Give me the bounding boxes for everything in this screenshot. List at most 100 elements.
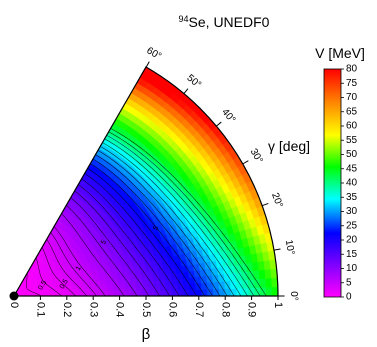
beta-tick-label: 0.6 bbox=[166, 302, 178, 317]
heatmap-cell bbox=[153, 280, 161, 287]
beta-tick-label: 0.9 bbox=[246, 302, 258, 317]
heatmap-cell bbox=[183, 283, 191, 291]
colorbar-tick-label: 80 bbox=[346, 64, 358, 75]
contour-label: 1 bbox=[75, 265, 83, 272]
heatmap-cell bbox=[177, 289, 185, 296]
heatmap-cell bbox=[177, 283, 185, 291]
heatmap-cell bbox=[253, 278, 261, 288]
contour-line bbox=[102, 142, 242, 296]
heatmap-cell bbox=[206, 281, 214, 290]
colorbar-tick-label: 30 bbox=[346, 206, 358, 217]
gamma-tick bbox=[183, 88, 189, 95]
heatmap-cell bbox=[136, 291, 144, 296]
gamma-tick-label: 0° bbox=[288, 291, 299, 301]
contour-line bbox=[41, 247, 76, 296]
gamma-tick bbox=[242, 160, 249, 165]
contour-line bbox=[50, 232, 97, 296]
contour-label-group: 0.5 0.5 1 5 5 bbox=[37, 225, 160, 292]
colorbar-tick-label: 0 bbox=[346, 292, 352, 303]
minimum-marker bbox=[9, 291, 19, 301]
colorbar-tick-label: 40 bbox=[346, 178, 358, 189]
contour-line bbox=[110, 128, 267, 296]
gamma-tick-label: 50° bbox=[184, 73, 203, 91]
contour-line bbox=[70, 197, 150, 296]
colorbar-tick-label: 70 bbox=[346, 92, 358, 103]
colorbar-tick-label: 45 bbox=[346, 163, 358, 174]
heatmap-cell bbox=[165, 284, 173, 291]
beta-tick-label: 0 bbox=[8, 302, 20, 308]
beta-axis-label: β bbox=[142, 326, 151, 343]
colorbar bbox=[323, 68, 342, 298]
heatmap-cell bbox=[165, 279, 173, 286]
heatmap-cell bbox=[124, 287, 132, 293]
heatmap-cell bbox=[258, 269, 266, 280]
colorbar-tick-label: 65 bbox=[346, 106, 358, 117]
gamma-tick-label: 40° bbox=[219, 107, 237, 126]
heatmap-cell bbox=[195, 289, 203, 296]
contour-line bbox=[35, 257, 62, 296]
contour-line bbox=[97, 150, 228, 296]
colorbar-tick-label: 15 bbox=[346, 249, 358, 260]
gamma-tick-label: 20° bbox=[269, 191, 285, 209]
heatmap-cell bbox=[189, 289, 197, 296]
heatmap-cell bbox=[264, 268, 272, 279]
heatmap-cell bbox=[160, 290, 167, 296]
contour-line bbox=[74, 190, 160, 296]
beta-tick-label: 0.2 bbox=[61, 302, 73, 317]
gamma-tick bbox=[261, 202, 269, 207]
heatmap-cell bbox=[236, 287, 244, 296]
heatmap-cell bbox=[259, 278, 267, 288]
heatmap-cell bbox=[271, 286, 279, 296]
colorbar-tick-label: 50 bbox=[346, 149, 358, 160]
heatmap-wedge bbox=[14, 67, 279, 296]
colorbar-tick-label: 10 bbox=[346, 263, 358, 274]
beta-tick-label: 0.4 bbox=[114, 302, 126, 317]
heatmap-cell bbox=[171, 278, 179, 286]
beta-tick-label: 1 bbox=[272, 302, 284, 308]
gamma-tick-label: 10° bbox=[283, 239, 296, 256]
contour-line bbox=[84, 173, 189, 296]
contour-line bbox=[66, 205, 138, 296]
colorbar-tick-label: 25 bbox=[346, 220, 358, 231]
beta-tick-label: 0.3 bbox=[87, 302, 99, 317]
heatmap-cell bbox=[125, 291, 132, 296]
contour-label: 0.5 bbox=[59, 278, 70, 290]
heatmap-cell bbox=[136, 286, 144, 293]
heatmap-cell bbox=[218, 288, 226, 296]
gamma-tick-label: 60° bbox=[145, 45, 164, 62]
gamma-axis-label: γ [deg] bbox=[268, 138, 310, 154]
contour-line bbox=[46, 239, 88, 296]
beta-tick-label: 0.1 bbox=[34, 302, 46, 317]
colorbar-tick-label: 60 bbox=[346, 121, 358, 132]
gamma-tick bbox=[145, 61, 150, 68]
heatmap-cell bbox=[212, 281, 220, 290]
beta-tick-label: 0.5 bbox=[140, 302, 152, 317]
contour-label: 5 bbox=[100, 239, 108, 246]
colorbar-label: V [MeV] bbox=[315, 45, 365, 61]
contour-label: 0.5 bbox=[37, 279, 48, 291]
contour-line bbox=[87, 168, 197, 296]
colorbar-tick-label: 55 bbox=[346, 135, 358, 146]
contour-line bbox=[95, 154, 221, 296]
beta-tick-label: 0.7 bbox=[193, 302, 205, 317]
title-main: Se, UNEDF0 bbox=[189, 14, 270, 30]
gamma-tick-label: 30° bbox=[248, 147, 265, 166]
contour-line bbox=[108, 131, 261, 296]
colorbar-tick-label: 75 bbox=[346, 78, 358, 89]
beta-axis: 0 0.1 0.2 0.3 0.4 0.5 0.6 0.7 0.8 0.9 1 bbox=[8, 296, 284, 317]
heatmap-cell bbox=[265, 277, 273, 288]
colorbar-tick-label: 35 bbox=[346, 192, 358, 203]
contour-lines bbox=[26, 128, 267, 296]
contour-label: 5 bbox=[152, 225, 160, 232]
contour-line bbox=[81, 178, 180, 296]
contour-line bbox=[53, 226, 106, 296]
heatmap-cell bbox=[247, 278, 255, 289]
contour-line bbox=[90, 163, 205, 296]
heatmap-cell bbox=[265, 286, 273, 296]
colorbar-ticks: 0 5 10 15 20 25 30 35 40 45 50 55 60 65 70 75 80 bbox=[341, 64, 358, 303]
heatmap-cell bbox=[130, 291, 138, 296]
colorbar-tick-label: 20 bbox=[346, 235, 358, 246]
contour-line bbox=[106, 135, 255, 296]
contour-line bbox=[61, 213, 125, 296]
